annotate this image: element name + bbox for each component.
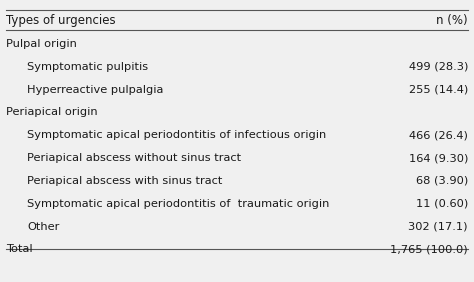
Text: 302 (17.1): 302 (17.1) — [409, 222, 468, 232]
Text: Symptomatic apical periodontitis of infectious origin: Symptomatic apical periodontitis of infe… — [27, 130, 327, 140]
Text: Hyperreactive pulpalgia: Hyperreactive pulpalgia — [27, 85, 164, 95]
Text: Symptomatic pulpitis: Symptomatic pulpitis — [27, 62, 148, 72]
Text: n (%): n (%) — [436, 14, 468, 27]
Text: 466 (26.4): 466 (26.4) — [409, 130, 468, 140]
Text: Total: Total — [6, 244, 33, 254]
Text: Symptomatic apical periodontitis of  traumatic origin: Symptomatic apical periodontitis of trau… — [27, 199, 330, 209]
Text: 11 (0.60): 11 (0.60) — [416, 199, 468, 209]
Text: Periapical abscess with sinus tract: Periapical abscess with sinus tract — [27, 176, 223, 186]
Text: Periapical abscess without sinus tract: Periapical abscess without sinus tract — [27, 153, 241, 163]
Text: 164 (9.30): 164 (9.30) — [409, 153, 468, 163]
Text: Periapical origin: Periapical origin — [6, 107, 98, 118]
Text: Types of urgencies: Types of urgencies — [6, 14, 116, 27]
Text: Pulpal origin: Pulpal origin — [6, 39, 77, 49]
Text: Other: Other — [27, 222, 60, 232]
Text: 1,765 (100.0): 1,765 (100.0) — [390, 244, 468, 254]
Text: 68 (3.90): 68 (3.90) — [416, 176, 468, 186]
Text: 255 (14.4): 255 (14.4) — [409, 85, 468, 95]
Text: 499 (28.3): 499 (28.3) — [409, 62, 468, 72]
